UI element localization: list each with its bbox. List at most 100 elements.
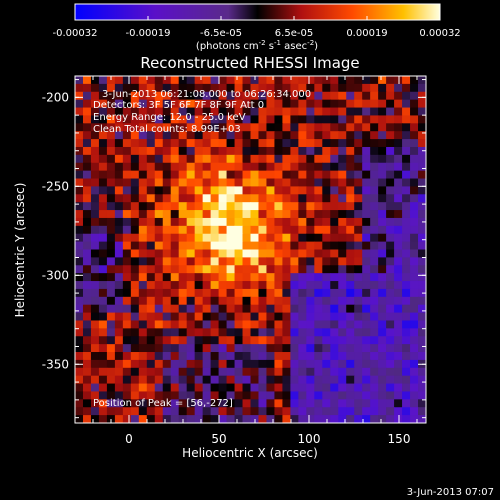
image-pixel [386, 281, 395, 290]
image-pixel [322, 320, 331, 329]
image-pixel [362, 99, 371, 109]
image-pixel [354, 359, 363, 369]
image-pixel [90, 123, 100, 132]
image-pixel [266, 217, 276, 227]
image-pixel [114, 399, 124, 408]
image-pixel [250, 249, 260, 258]
image-pixel [402, 352, 411, 361]
image-pixel [386, 359, 395, 369]
image-pixel [386, 352, 395, 361]
image-pixel [274, 304, 284, 314]
annotation-time-range: 3-Jun-2013 06:21:08.000 to 06:26:34.000 [102, 89, 311, 100]
image-pixel [418, 249, 426, 258]
image-pixel [114, 241, 124, 251]
image-pixel [322, 99, 331, 109]
image-pixel [394, 115, 403, 124]
image-pixel [98, 399, 108, 408]
image-pixel [418, 383, 426, 393]
image-pixel [178, 139, 188, 148]
image-pixel [82, 281, 92, 290]
image-pixel [106, 296, 116, 306]
image-pixel [274, 367, 284, 377]
image-pixel [82, 186, 92, 195]
image-pixel [162, 415, 172, 423]
image-pixel [138, 391, 148, 400]
image-pixel [418, 233, 426, 243]
image-pixel [402, 336, 411, 345]
image-pixel [306, 344, 315, 353]
image-pixel [394, 407, 403, 416]
image-pixel [346, 328, 355, 337]
image-pixel [306, 336, 315, 345]
image-pixel [82, 265, 92, 274]
image-pixel [402, 273, 411, 282]
annotation-energy: Energy Range: 12.0 - 25.0 keV [93, 112, 246, 123]
image-pixel [170, 328, 180, 337]
image-pixel [122, 115, 132, 124]
image-pixel [122, 273, 132, 282]
image-pixel [178, 170, 188, 180]
x-tick-label: 0 [125, 432, 133, 446]
image-pixel [114, 91, 124, 101]
image-pixel [138, 139, 148, 148]
image-pixel [338, 320, 347, 329]
image-pixel [386, 170, 395, 180]
image-pixel [106, 162, 116, 172]
image-pixel [290, 99, 299, 109]
image-pixel [402, 83, 411, 93]
image-pixel [122, 407, 132, 416]
image-pixel [186, 83, 196, 93]
image-pixel [75, 91, 84, 101]
image-pixel [122, 76, 132, 85]
image-pixel [178, 217, 188, 227]
image-pixel [210, 415, 220, 423]
image-pixel [154, 146, 164, 156]
image-pixel [210, 107, 220, 117]
image-pixel [418, 281, 426, 290]
image-pixel [146, 225, 156, 235]
image-pixel [75, 265, 84, 274]
image-pixel [154, 273, 164, 282]
image-pixel [210, 154, 220, 164]
image-pixel [258, 375, 268, 385]
image-pixel [322, 391, 331, 400]
image-pixel [210, 249, 220, 258]
image-pixel [274, 83, 284, 93]
image-pixel [202, 265, 212, 274]
image-pixel [186, 154, 196, 164]
image-pixel [170, 241, 180, 251]
image-pixel [274, 154, 284, 164]
image-pixel [290, 178, 299, 188]
image-pixel [162, 178, 172, 188]
image-pixel [274, 344, 284, 353]
image-pixel [330, 186, 339, 195]
image-pixel [202, 359, 212, 369]
image-pixel [114, 139, 124, 148]
image-pixel [226, 194, 236, 203]
image-pixel [322, 281, 331, 290]
image-pixel [370, 352, 379, 361]
image-pixel [178, 375, 188, 385]
image-pixel [322, 162, 331, 172]
image-pixel [410, 233, 419, 243]
image-pixel [130, 415, 140, 423]
image-pixel [314, 154, 323, 164]
image-pixel [98, 344, 108, 353]
image-pixel [186, 336, 196, 345]
image-pixel [346, 344, 355, 353]
image-pixel [330, 344, 339, 353]
image-pixel [402, 415, 411, 423]
image-pixel [90, 99, 100, 109]
image-pixel [346, 281, 355, 290]
image-pixel [354, 367, 363, 377]
image-pixel [226, 273, 236, 282]
image-pixel [130, 178, 140, 188]
image-pixel [130, 186, 140, 195]
image-pixel [106, 304, 116, 314]
image-pixel [218, 359, 228, 369]
image-pixel [106, 99, 116, 109]
image-pixel [330, 162, 339, 172]
image-pixel [194, 162, 204, 172]
image-pixel [370, 304, 379, 314]
image-pixel [378, 288, 387, 298]
